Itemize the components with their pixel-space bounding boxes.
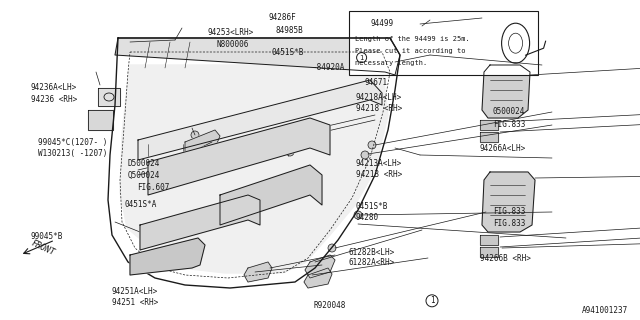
Text: 61282B<LH>: 61282B<LH> xyxy=(349,248,395,257)
Text: FIG.833: FIG.833 xyxy=(493,207,525,216)
Circle shape xyxy=(354,211,362,219)
Text: 94236 <RH>: 94236 <RH> xyxy=(31,95,77,104)
Text: 94213A<LH>: 94213A<LH> xyxy=(356,159,402,168)
Text: 94251A<LH>: 94251A<LH> xyxy=(112,287,158,296)
Text: Q500024: Q500024 xyxy=(128,171,161,180)
Circle shape xyxy=(328,244,336,252)
Text: 0451S*B: 0451S*B xyxy=(272,48,305,57)
Text: 94266A<LH>: 94266A<LH> xyxy=(480,144,526,153)
Circle shape xyxy=(286,148,294,156)
Circle shape xyxy=(196,154,204,162)
Polygon shape xyxy=(482,65,530,118)
Circle shape xyxy=(426,295,438,307)
Polygon shape xyxy=(480,235,498,245)
Text: 84985B: 84985B xyxy=(275,26,303,35)
Text: 94286F: 94286F xyxy=(269,13,296,22)
Text: 94253<LRH>: 94253<LRH> xyxy=(208,28,254,37)
Polygon shape xyxy=(115,38,400,75)
Text: FIG.833: FIG.833 xyxy=(493,120,525,129)
Text: A941001237: A941001237 xyxy=(582,306,628,315)
Circle shape xyxy=(196,164,204,172)
Polygon shape xyxy=(244,262,272,282)
Polygon shape xyxy=(88,110,113,130)
Text: necessary length.: necessary length. xyxy=(355,60,427,66)
Text: 94218 <RH>: 94218 <RH> xyxy=(356,104,402,113)
Polygon shape xyxy=(305,255,335,278)
Circle shape xyxy=(413,23,417,27)
Text: 94218A<LH>: 94218A<LH> xyxy=(356,93,402,102)
Circle shape xyxy=(191,131,199,139)
Text: FRONT: FRONT xyxy=(30,239,56,257)
Circle shape xyxy=(410,20,420,30)
Polygon shape xyxy=(98,88,120,106)
Text: 94499: 94499 xyxy=(371,19,394,28)
Circle shape xyxy=(361,151,369,159)
Polygon shape xyxy=(480,247,498,257)
Polygon shape xyxy=(304,268,332,288)
Text: 0451S*B: 0451S*B xyxy=(356,202,388,211)
Text: 0451S*A: 0451S*A xyxy=(125,200,157,209)
Polygon shape xyxy=(148,118,330,195)
Text: 0500024: 0500024 xyxy=(493,107,525,116)
Text: W130213( -1207): W130213( -1207) xyxy=(38,149,108,158)
Text: 1: 1 xyxy=(429,296,435,305)
Polygon shape xyxy=(138,80,382,160)
Circle shape xyxy=(356,52,367,63)
Polygon shape xyxy=(480,120,498,130)
Polygon shape xyxy=(130,238,205,275)
FancyBboxPatch shape xyxy=(349,11,538,75)
Text: R920048: R920048 xyxy=(314,301,346,310)
Polygon shape xyxy=(482,172,535,232)
Text: 94671: 94671 xyxy=(365,78,388,87)
Polygon shape xyxy=(140,195,260,250)
Text: 94266B <RH>: 94266B <RH> xyxy=(480,254,531,263)
Polygon shape xyxy=(220,165,322,225)
Text: FIG.833: FIG.833 xyxy=(493,220,525,228)
Text: 94280: 94280 xyxy=(356,213,379,222)
Text: 1: 1 xyxy=(360,55,364,60)
Circle shape xyxy=(368,141,376,149)
Text: Length of the 94499 is 25m.: Length of the 94499 is 25m. xyxy=(355,36,470,42)
Text: 94251 <RH>: 94251 <RH> xyxy=(112,298,158,307)
Text: D500024: D500024 xyxy=(128,159,161,168)
Polygon shape xyxy=(120,65,388,273)
Text: N800006: N800006 xyxy=(216,40,249,49)
Text: 99045*C(1207- ): 99045*C(1207- ) xyxy=(38,138,108,147)
Text: 94213 <RH>: 94213 <RH> xyxy=(356,170,402,179)
Polygon shape xyxy=(480,132,498,142)
Text: -84920A: -84920A xyxy=(312,63,345,72)
Text: 61282A<RH>: 61282A<RH> xyxy=(349,258,395,267)
Polygon shape xyxy=(185,130,220,160)
Text: Please cut it according to: Please cut it according to xyxy=(355,48,465,54)
Text: 94236A<LH>: 94236A<LH> xyxy=(31,84,77,92)
Text: FIG.607: FIG.607 xyxy=(138,183,170,192)
Text: 99045*B: 99045*B xyxy=(31,232,63,241)
